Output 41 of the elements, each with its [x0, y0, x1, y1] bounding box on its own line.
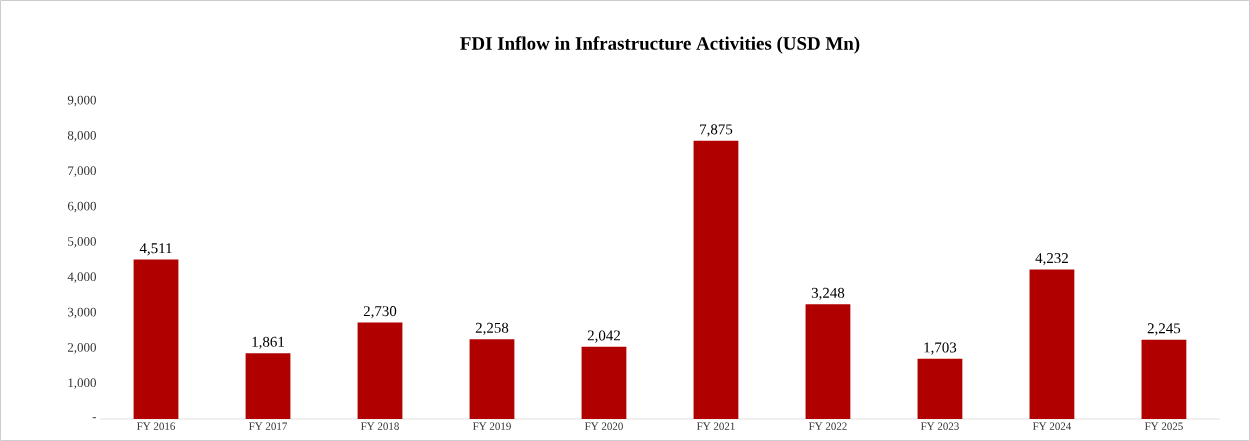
- y-tick-label: 2,000: [67, 343, 96, 354]
- data-label: 4,232: [1035, 253, 1068, 266]
- y-tick-label: 1,000: [68, 378, 96, 389]
- x-tick-label: FY 2021: [696, 422, 735, 430]
- data-label: 4,511: [139, 243, 172, 256]
- x-tick-label: FY 2019: [472, 422, 511, 430]
- y-tick-label: 4,000: [67, 272, 96, 283]
- y-tick-label: -: [92, 417, 97, 419]
- bar: [581, 346, 627, 419]
- data-label: 2,245: [1147, 323, 1181, 336]
- y-tick-label: 6,000: [67, 201, 96, 213]
- bar: [133, 259, 179, 419]
- x-tick-label: FY 2025: [1144, 422, 1183, 430]
- y-tick-label: 9,000: [67, 95, 96, 107]
- data-label: 1,861: [252, 336, 284, 350]
- chart-title: FDI Inflow in Infrastructure Activities (USD Mn): [460, 36, 860, 54]
- bar: [1141, 339, 1187, 419]
- y-tick-label: 3,000: [67, 307, 96, 319]
- data-label: 7,875: [700, 124, 733, 137]
- bar: [245, 353, 291, 419]
- x-tick-label: FY 2022: [808, 422, 847, 430]
- bar: [917, 358, 963, 419]
- x-tick-label: FY 2023: [920, 422, 959, 430]
- bar: [1029, 269, 1075, 419]
- x-tick-label: FY 2020: [584, 422, 623, 430]
- data-label: 2,730: [363, 306, 397, 319]
- x-tick-label: FY 2018: [360, 422, 399, 430]
- bar: [469, 339, 515, 419]
- data-label: 3,248: [811, 287, 845, 301]
- bar: [805, 304, 851, 419]
- x-tick-label: FY 2017: [248, 422, 288, 430]
- data-label: 2,258: [475, 322, 509, 335]
- bar: [357, 322, 403, 419]
- y-tick-label: 5,000: [68, 237, 96, 248]
- x-tick-label: FY 2016: [136, 422, 176, 430]
- bar: [693, 140, 739, 419]
- y-tick-label: 7,000: [68, 166, 96, 177]
- data-label: 2,042: [587, 330, 620, 343]
- y-tick-label: 8,000: [67, 131, 96, 142]
- x-tick-label: FY 2024: [1032, 422, 1072, 430]
- data-label: 1,703: [924, 342, 957, 355]
